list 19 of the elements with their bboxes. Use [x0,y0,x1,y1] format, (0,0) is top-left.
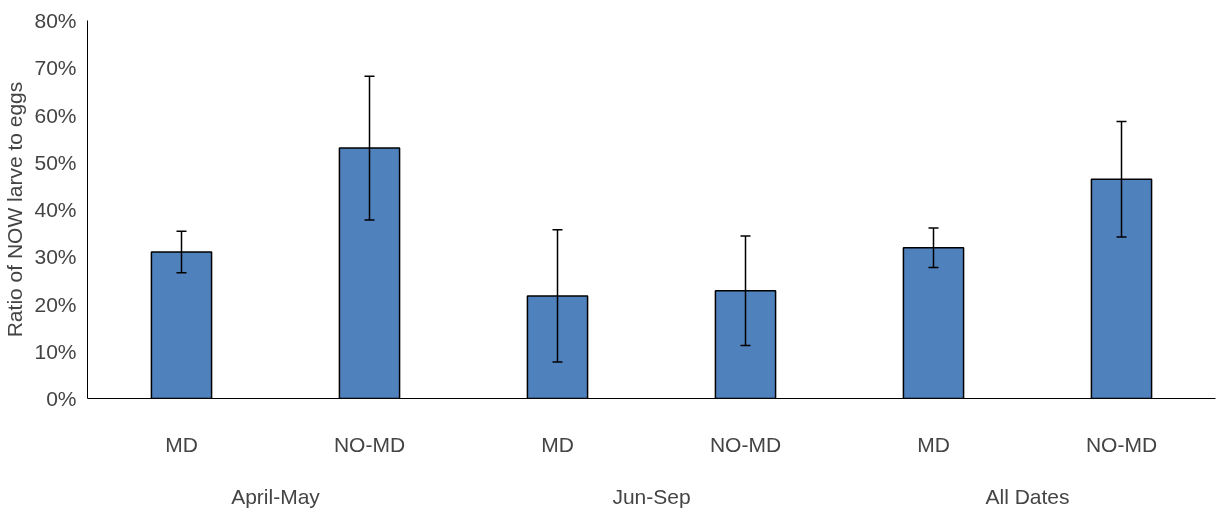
y-tick-label: 20% [34,292,77,316]
text: Jun-Sep [612,484,691,508]
y-tick-label: 60% [34,103,77,127]
y-tick-label: 30% [34,245,77,269]
y-tick-label: 80% [34,9,77,32]
y-tick-label: 0% [46,387,77,410]
y-tick-label: 70% [34,56,77,80]
y-tick-label: 50% [34,150,77,174]
y-tick-label: 40% [34,198,77,221]
x-tick-label: MD [165,432,198,456]
x-tick-label: NO-MD [709,432,782,456]
y-axis-title: Ratio of NOW larve to eggs [3,81,27,338]
text: April-May [231,484,321,508]
y-tick-label: 10% [34,339,77,363]
x-tick-label: NO-MD [333,432,406,456]
x-tick-label: NO-MD [1085,432,1158,456]
x-tick-label: MD [541,432,574,456]
x-tick-label: MD [917,432,950,456]
text: All Dates [985,484,1070,508]
